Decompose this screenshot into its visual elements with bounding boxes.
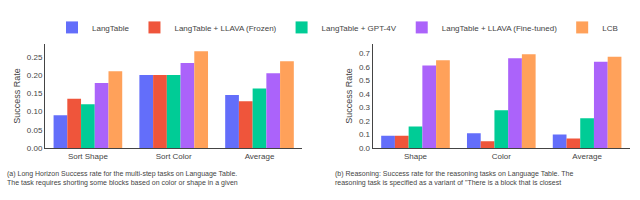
svg-text:0.10: 0.10	[27, 107, 43, 116]
svg-text:0.0: 0.0	[359, 144, 371, 153]
svg-text:Shape: Shape	[404, 152, 428, 161]
svg-text:0.1: 0.1	[359, 130, 371, 139]
svg-text:Average: Average	[245, 152, 275, 161]
svg-text:0.3: 0.3	[359, 103, 371, 112]
svg-text:Sort Color: Sort Color	[156, 152, 192, 161]
svg-text:Color: Color	[492, 152, 511, 161]
svg-text:0.5: 0.5	[359, 76, 371, 85]
svg-text:0.20: 0.20	[27, 71, 43, 80]
svg-text:0.2: 0.2	[359, 117, 371, 126]
svg-text:LangTable + LLAVA (Fine-tuned): LangTable + LLAVA (Fine-tuned)	[442, 24, 557, 33]
svg-text:0.00: 0.00	[27, 144, 43, 153]
svg-text:Success Rate: Success Rate	[12, 68, 22, 124]
svg-text:0.7: 0.7	[359, 49, 371, 58]
svg-text:0.15: 0.15	[27, 89, 43, 98]
svg-text:Average: Average	[572, 152, 602, 161]
svg-text:LangTable: LangTable	[92, 24, 129, 33]
svg-text:0.4: 0.4	[359, 90, 371, 99]
svg-text:LangTable + LLAVA (Frozen): LangTable + LLAVA (Frozen)	[174, 24, 276, 33]
svg-text:LCB: LCB	[602, 24, 618, 33]
svg-text:0.6: 0.6	[359, 63, 371, 72]
svg-text:0.25: 0.25	[27, 53, 43, 62]
svg-text:LangTable + GPT-4V: LangTable + GPT-4V	[322, 24, 397, 33]
svg-text:(a) Long Horizon Success rate: (a) Long Horizon Success rate for the mu…	[7, 170, 238, 187]
svg-text:(b) Reasoning: Success rate fo: (b) Reasoning: Success rate for the reas…	[335, 170, 573, 187]
svg-text:Sort Shape: Sort Shape	[68, 152, 109, 161]
svg-text:0.05: 0.05	[27, 126, 43, 135]
svg-text:Success Rate: Success Rate	[344, 68, 354, 124]
